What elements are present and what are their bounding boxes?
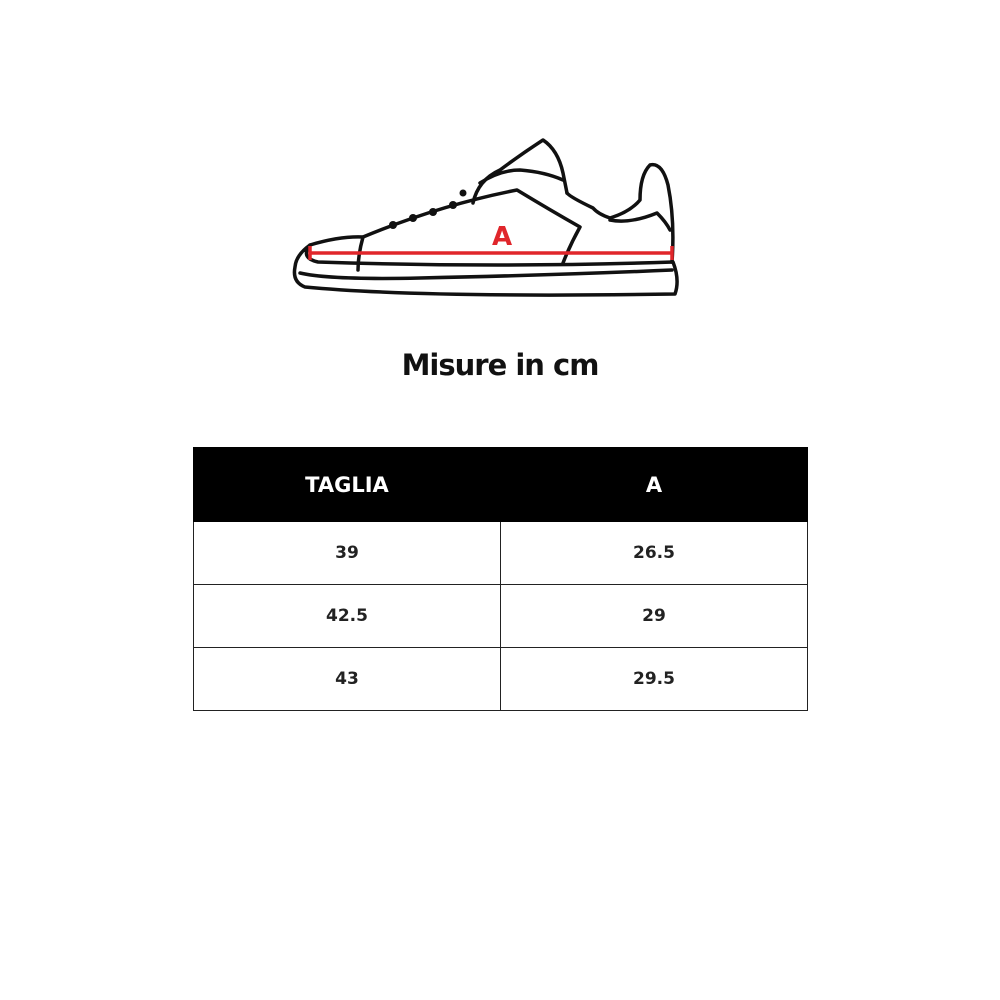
- measure-label-a: A: [492, 222, 512, 252]
- cell-a: 29.5: [500, 647, 808, 711]
- header-a: A: [500, 447, 808, 522]
- table-row: 39 26.5: [193, 521, 808, 585]
- table-row: 43 29.5: [193, 647, 808, 711]
- cell-size: 39: [193, 521, 501, 585]
- cell-a: 29: [500, 584, 808, 648]
- table-row: 42.5 29: [193, 584, 808, 648]
- size-table: TAGLIA A 39 26.5 42.5 29 43 29.5: [193, 447, 808, 711]
- table-header-row: TAGLIA A: [193, 447, 808, 522]
- header-size: TAGLIA: [193, 447, 501, 522]
- cell-size: 43: [193, 647, 501, 711]
- cell-size: 42.5: [193, 584, 501, 648]
- page-title: Misure in cm: [401, 348, 600, 382]
- cell-a: 26.5: [500, 521, 808, 585]
- measure-line-a: [308, 246, 674, 260]
